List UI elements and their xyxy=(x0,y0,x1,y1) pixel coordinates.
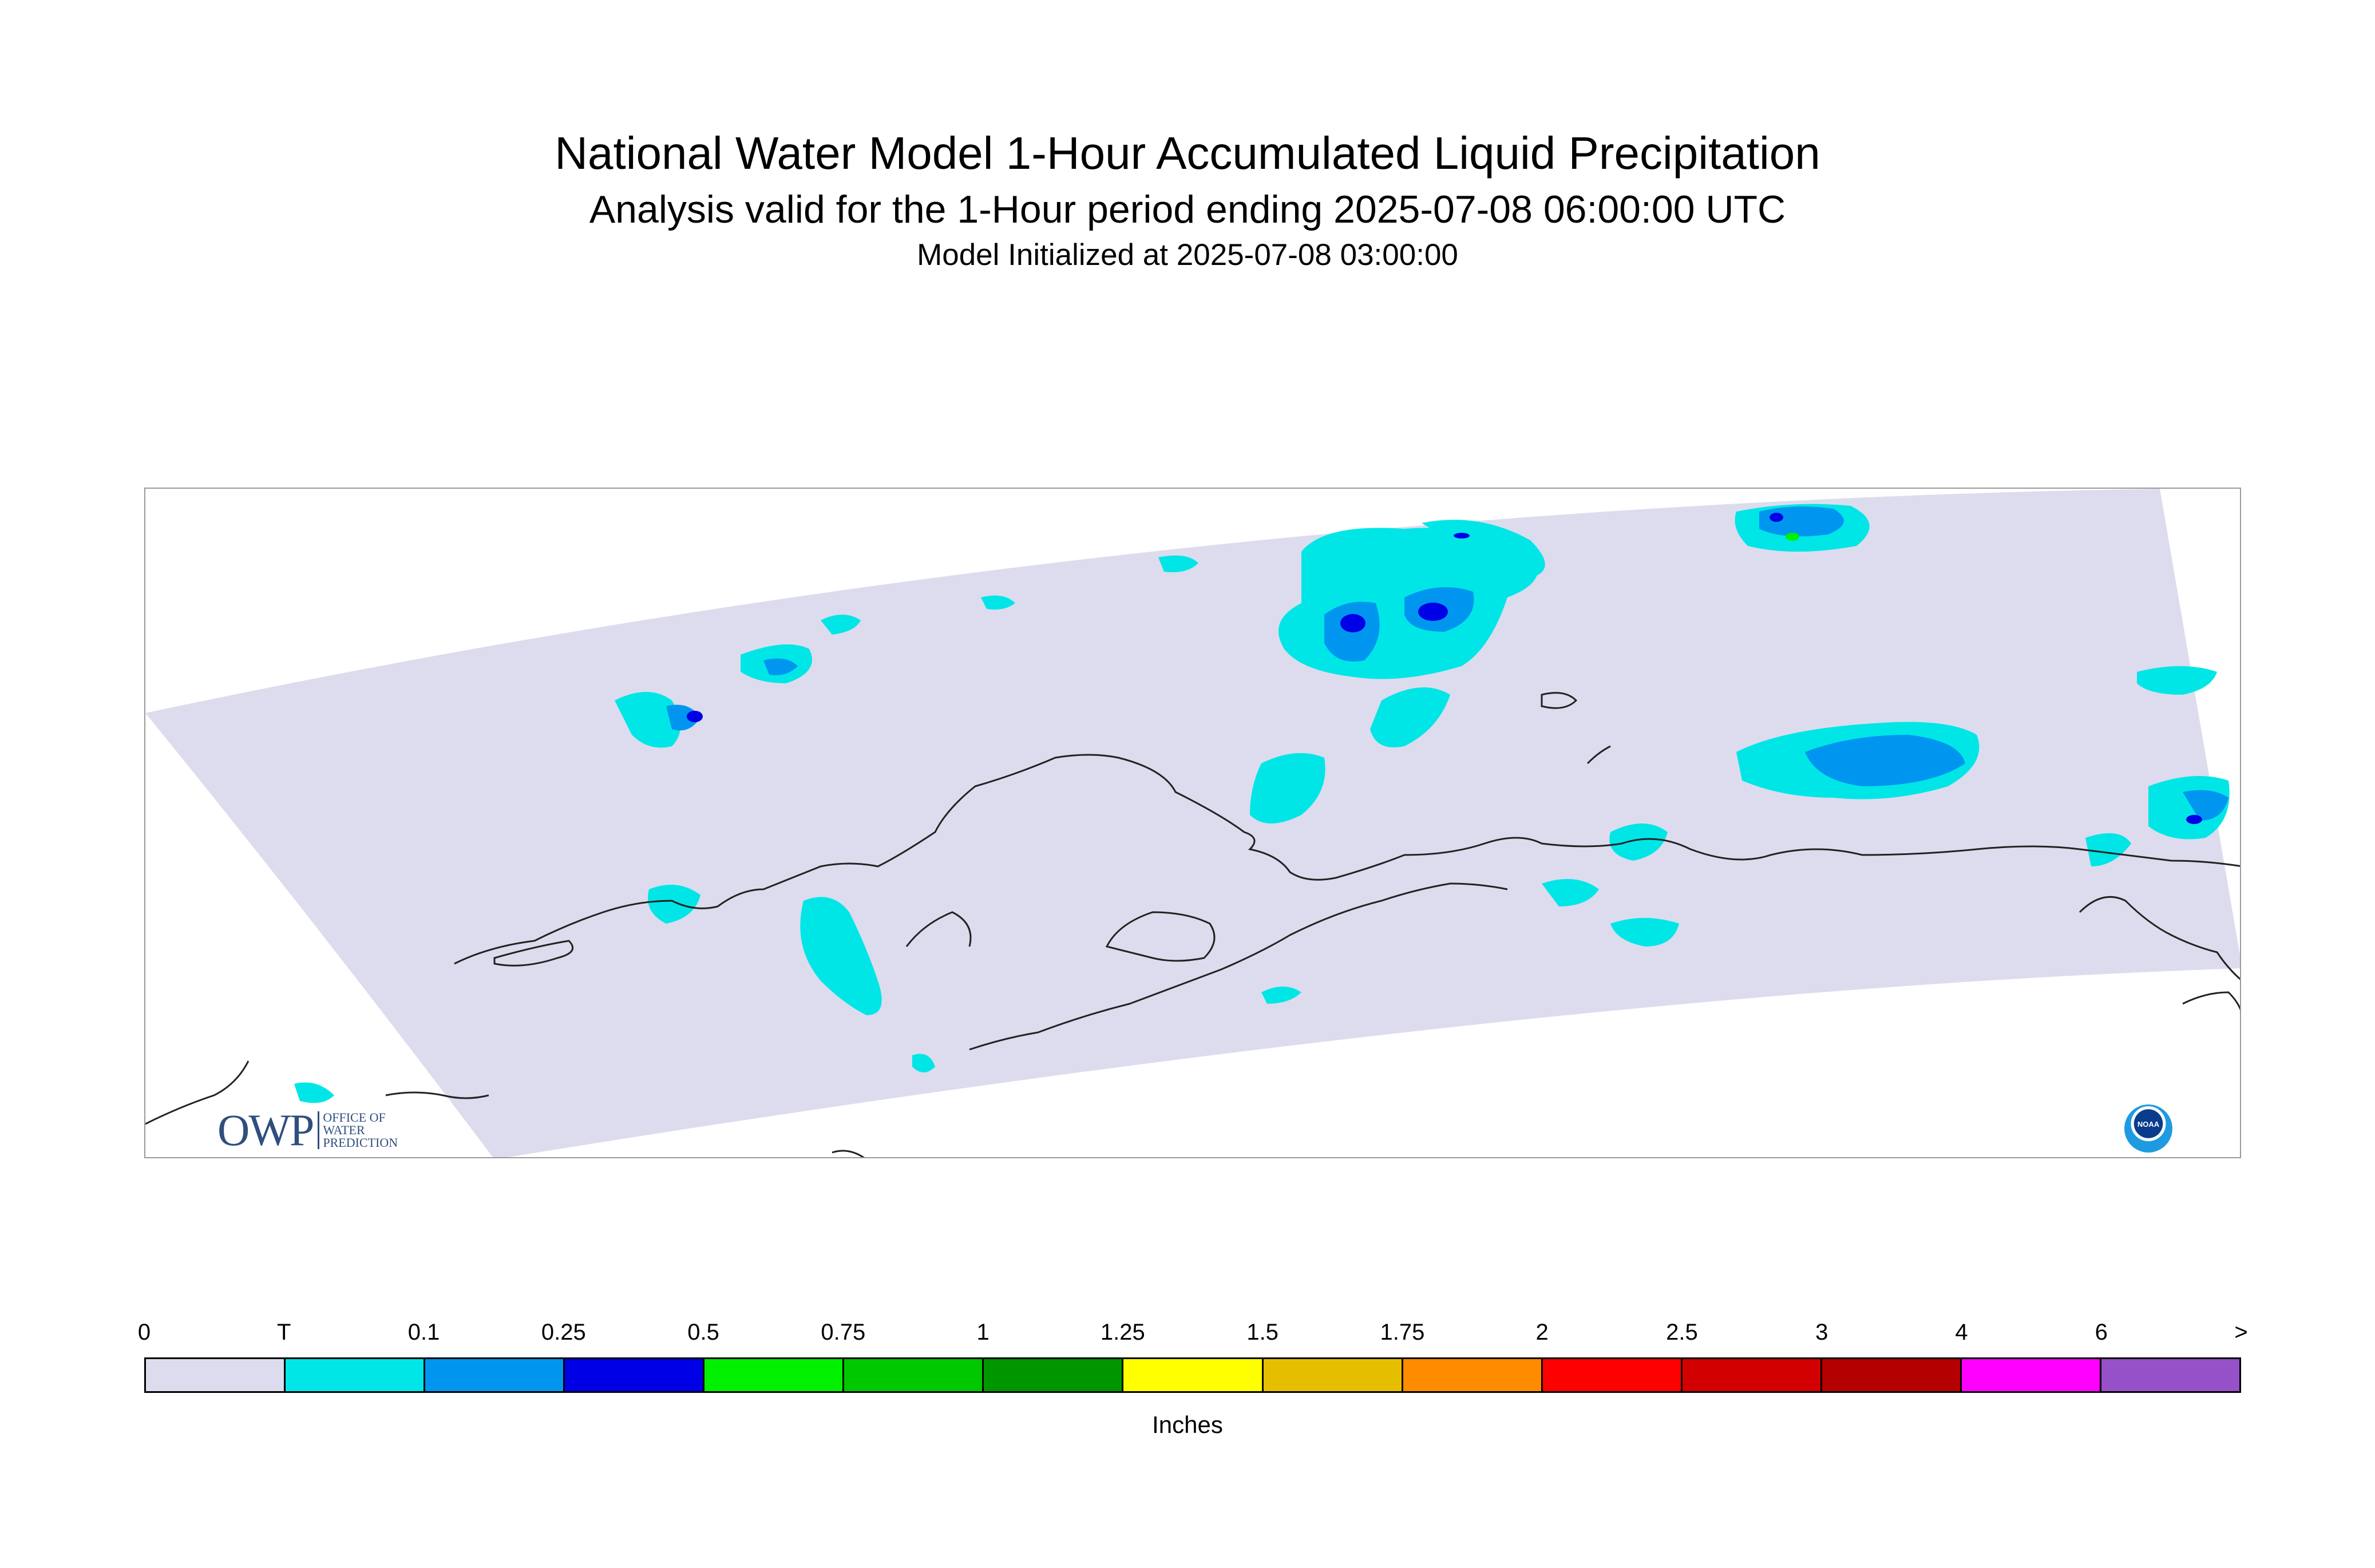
legend-swatch xyxy=(1542,1359,1683,1391)
legend-tick-label: 6 xyxy=(2095,1320,2108,1345)
legend-tick-label: 0.1 xyxy=(407,1320,440,1345)
owp-logo: OWP OFFICE OF WATER PREDICTION xyxy=(217,1105,398,1155)
map-canvas xyxy=(145,489,2240,1157)
legend-tick-label: T xyxy=(277,1320,291,1345)
owp-line2: WATER xyxy=(323,1123,365,1137)
legend-tick-label: 1.5 xyxy=(1246,1320,1278,1345)
legend-tick-label: 0.75 xyxy=(821,1320,866,1345)
legend-tick-label: 0 xyxy=(137,1320,151,1345)
legend-swatch xyxy=(1263,1359,1403,1391)
legend-swatch xyxy=(1682,1359,1822,1391)
legend-swatch xyxy=(984,1359,1124,1391)
legend-swatch xyxy=(1822,1359,1962,1391)
legend-swatch xyxy=(425,1359,565,1391)
legend-swatch xyxy=(2101,1359,2239,1391)
precip-moderate-areas xyxy=(687,513,2202,824)
noaa-logo: NOAA xyxy=(2124,1104,2172,1153)
legend-swatch xyxy=(146,1359,286,1391)
legend-tick-label: 1 xyxy=(976,1320,989,1345)
legend-tick-label: 0.25 xyxy=(541,1320,586,1345)
legend-swatch xyxy=(565,1359,705,1391)
legend-tick-label: 3 xyxy=(1815,1320,1828,1345)
owp-letters: OWP xyxy=(217,1105,314,1155)
precip-light-areas xyxy=(666,506,2228,821)
precip-heavy-areas xyxy=(1786,533,1799,541)
legend-tick-label: 4 xyxy=(1955,1320,1968,1345)
legend-tick-label: 2.5 xyxy=(1666,1320,1698,1345)
legend-tick-label: > xyxy=(2234,1320,2248,1345)
coastlines xyxy=(145,692,2240,1157)
owp-line3: PREDICTION xyxy=(323,1135,398,1150)
precipitation-map xyxy=(144,488,2241,1158)
legend-swatch xyxy=(704,1359,845,1391)
color-legend xyxy=(144,1357,2241,1393)
legend-tick-label: 0.5 xyxy=(687,1320,719,1345)
legend-swatch xyxy=(1123,1359,1264,1391)
legend-tick-label: 2 xyxy=(1535,1320,1549,1345)
noaa-text: NOAA xyxy=(2137,1119,2160,1129)
legend-swatch xyxy=(1403,1359,1543,1391)
legend-swatch xyxy=(1961,1359,2101,1391)
map-subtitle: Analysis valid for the 1-Hour period end… xyxy=(589,188,1786,231)
legend-swatch xyxy=(286,1359,426,1391)
model-domain xyxy=(145,489,2240,1157)
legend-tick-label: 1.25 xyxy=(1100,1320,1145,1345)
map-title: National Water Model 1-Hour Accumulated … xyxy=(555,128,1820,179)
legend-tick-label: 1.75 xyxy=(1380,1320,1425,1345)
legend-swatch xyxy=(844,1359,984,1391)
model-init-time: Model Initialized at 2025-07-08 03:00:00 xyxy=(917,238,1458,272)
legend-units-label: Inches xyxy=(1152,1411,1223,1438)
owp-line1: OFFICE OF xyxy=(323,1110,386,1124)
owp-subtitle: OFFICE OF WATER PREDICTION xyxy=(318,1111,398,1149)
